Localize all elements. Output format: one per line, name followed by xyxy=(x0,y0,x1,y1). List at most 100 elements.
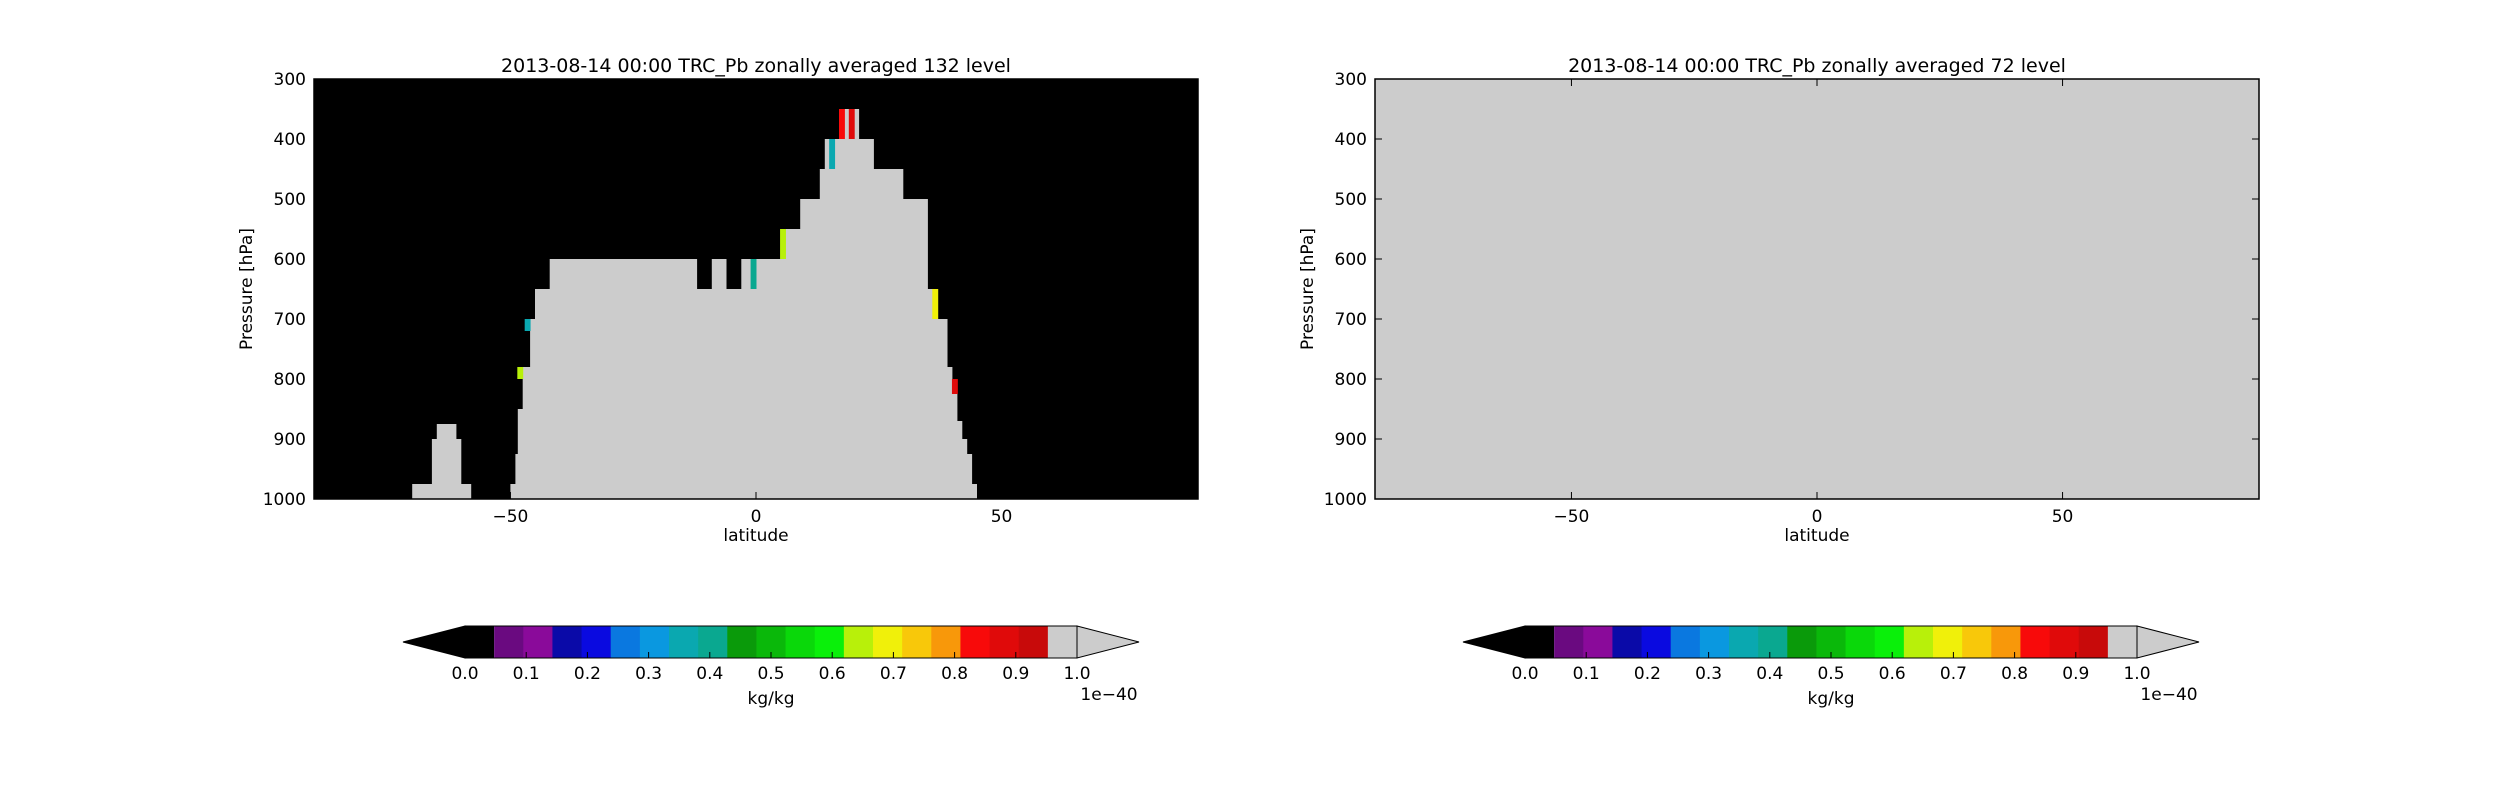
colorbar-segment xyxy=(523,626,553,658)
colorbar-tick-label: 0.7 xyxy=(1940,664,1967,684)
colorbar-tick-label: 0.2 xyxy=(574,664,601,684)
colorbar-segment xyxy=(1554,626,1584,658)
colorbar-label: kg/kg xyxy=(1808,689,1855,709)
colorbar-tick-label: 0.5 xyxy=(757,664,784,684)
colorbar-segment xyxy=(494,626,524,658)
colorbar-segment xyxy=(873,626,903,658)
y-tick-label: 500 xyxy=(274,190,306,210)
colorbar-tick-label: 0.8 xyxy=(941,664,968,684)
y-tick-label: 800 xyxy=(1335,370,1367,390)
x-tick-label: −50 xyxy=(1553,507,1589,527)
y-tick-label: 1000 xyxy=(263,490,306,510)
colored-cell-8 xyxy=(932,289,939,319)
colorbar: 0.0 0.1 0.2 0.3 0.4 0.5 0.6 0.7 0.8 0.9 1.0 kg/kg 1e… xyxy=(1462,625,2200,709)
colorbar-segment xyxy=(1583,626,1613,658)
y-tick-label: 1000 xyxy=(1324,490,1367,510)
x-tick-label: 50 xyxy=(2052,507,2074,527)
uniform-field xyxy=(1375,79,2259,499)
colored-cell-6 xyxy=(838,109,845,139)
y-tick-label: 600 xyxy=(1335,250,1367,270)
y-axis-label: Pressure [hPa] xyxy=(1298,228,1318,350)
colorbar-tick-label: 0.2 xyxy=(1634,664,1661,684)
plot-area xyxy=(1375,79,2259,499)
chart-panel-2: 2013-08-14 00:00 TRC_Pb zonally averaged… xyxy=(1298,55,2260,709)
colorbar-segment xyxy=(960,626,991,658)
colorbar-tick-label: 0.9 xyxy=(1002,664,1029,684)
colorbar-segment xyxy=(1729,626,1759,658)
colorbar-tick-label: 0.3 xyxy=(1695,664,1722,684)
colorbar-segment xyxy=(1903,626,1934,658)
y-tick-label: 400 xyxy=(274,130,306,150)
x-tick-label: 0 xyxy=(1812,507,1823,527)
colorbar-segment xyxy=(931,626,961,658)
chart-title: 2013-08-14 00:00 TRC_Pb zonally averaged… xyxy=(501,55,1011,77)
colorbar-segment xyxy=(902,626,932,658)
colorbar-tick-label: 0.7 xyxy=(880,664,907,684)
colorbar-multiplier: 1e−40 xyxy=(1080,685,1137,705)
colorbar-segment xyxy=(1787,626,1817,658)
colored-cell-5 xyxy=(829,139,836,169)
colorbar-under-triangle xyxy=(1462,625,1526,659)
x-tick-label: 50 xyxy=(991,507,1013,527)
colorbar-segment xyxy=(1874,626,1905,658)
colorbar-segment xyxy=(843,626,874,658)
y-tick-label: 700 xyxy=(274,310,306,330)
colorbar-tick-label: 0.4 xyxy=(696,664,723,684)
colorbar-tick-label: 0.0 xyxy=(451,664,478,684)
x-axis-label: latitude xyxy=(723,526,788,546)
colorbar-segment xyxy=(2107,626,2137,658)
y-tick-label: 900 xyxy=(1335,430,1367,450)
colorbar-segment xyxy=(1525,626,1555,658)
x-tick-label: 0 xyxy=(751,507,762,527)
colored-cell-9 xyxy=(951,379,958,394)
colorbar-segment xyxy=(2049,626,2080,658)
colorbar-segment xyxy=(552,626,583,658)
colorbar-segment xyxy=(639,626,670,658)
colorbar-tick-label: 0.0 xyxy=(1511,664,1538,684)
colorbar-segment xyxy=(1845,626,1876,658)
colorbar-segment xyxy=(1018,626,1049,658)
y-tick-label: 800 xyxy=(274,370,306,390)
colorbar-segment xyxy=(1670,626,1701,658)
colorbar-segment xyxy=(1933,626,1963,658)
colorbar-tick-label: 1.0 xyxy=(2123,664,2150,684)
colorbar-label: kg/kg xyxy=(748,689,795,709)
colorbar-tick-label: 0.3 xyxy=(635,664,662,684)
colorbar-segment xyxy=(2020,626,2051,658)
colorbar: 0.0 0.1 0.2 0.3 0.4 0.5 0.6 0.7 0.8 0.9 1.0 kg/kg 1e… xyxy=(402,625,1140,709)
colorbar-segment xyxy=(610,626,641,658)
colorbar-segment xyxy=(1758,626,1788,658)
colorbar-segment xyxy=(2078,626,2109,658)
colorbar-tick-label: 1.0 xyxy=(1063,664,1090,684)
gray-region xyxy=(402,109,977,499)
colorbar-segment xyxy=(785,626,816,658)
colored-cell-3 xyxy=(750,259,757,289)
colorbar-segment xyxy=(581,626,612,658)
colorbar-segment xyxy=(1612,626,1643,658)
y-axis-label: Pressure [hPa] xyxy=(237,228,257,350)
colorbar-under-triangle xyxy=(402,625,466,659)
x-tick-label: −50 xyxy=(492,507,528,527)
colorbar-segment xyxy=(1641,626,1672,658)
colorbar-segment xyxy=(727,626,757,658)
x-axis-label: latitude xyxy=(1784,526,1849,546)
colorbar-segment xyxy=(1047,626,1077,658)
colorbar-over-triangle xyxy=(1076,625,1140,659)
plot-area xyxy=(314,79,1198,499)
colorbar-tick-label: 0.1 xyxy=(513,664,540,684)
y-tick-label: 400 xyxy=(1335,130,1367,150)
colorbar-segment xyxy=(1962,626,1992,658)
chart-panel-1: 2013-08-14 00:00 TRC_Pb zonally averaged… xyxy=(237,55,1199,709)
colorbar-segment xyxy=(814,626,845,658)
colorbar-tick-label: 0.8 xyxy=(2001,664,2028,684)
colorbar-tick-label: 0.5 xyxy=(1817,664,1844,684)
y-tick-label: 500 xyxy=(1335,190,1367,210)
y-tick-label: 300 xyxy=(274,70,306,90)
colorbar-tick-label: 0.4 xyxy=(1756,664,1783,684)
y-tick-label: 600 xyxy=(274,250,306,270)
colorbar-multiplier: 1e−40 xyxy=(2140,685,2197,705)
y-tick-label: 300 xyxy=(1335,70,1367,90)
colorbar-segment xyxy=(465,626,495,658)
chart-title: 2013-08-14 00:00 TRC_Pb zonally averaged… xyxy=(1568,55,2066,77)
